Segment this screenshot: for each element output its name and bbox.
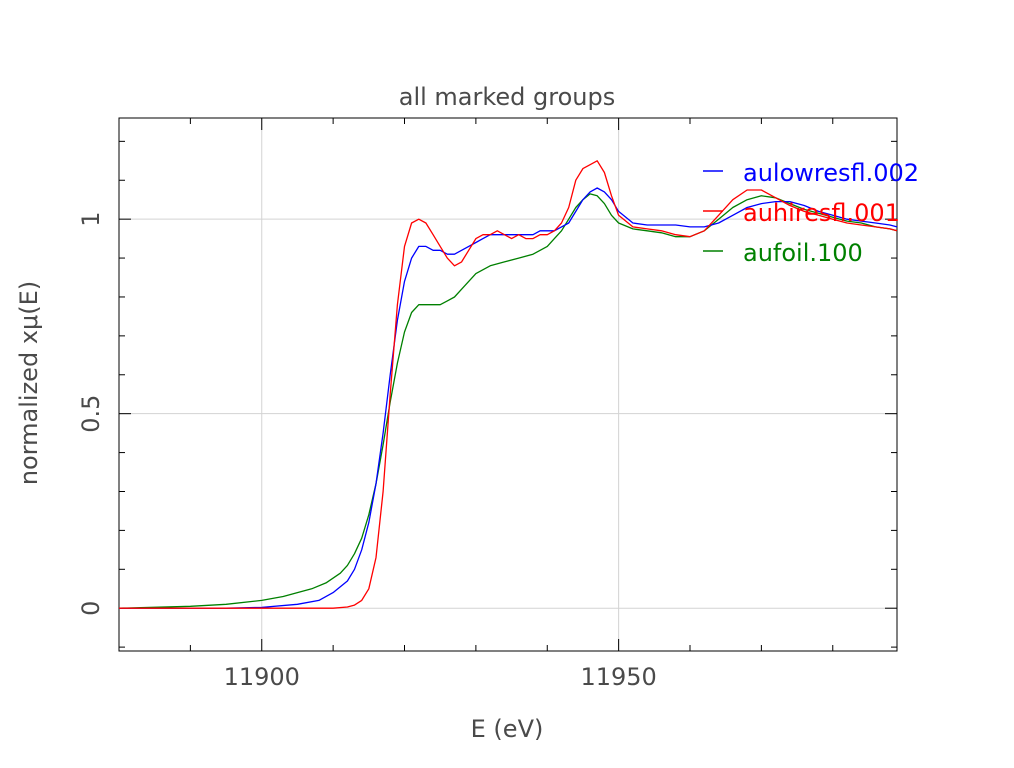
y-tick-label: 0 [77, 601, 105, 616]
y-tick-label: 0.5 [77, 395, 105, 433]
plot-area-border [118, 117, 898, 652]
plot-frame [118, 117, 898, 652]
x-tick-label: 11950 [580, 663, 656, 691]
y-tick-label: 1 [77, 212, 105, 227]
series-line-aulowresfl-002 [119, 187, 898, 609]
series-line-auhiresfl-001 [119, 160, 898, 609]
legend-label: auhiresfl.001 [743, 199, 900, 227]
series-group [118, 160, 898, 609]
x-axis-label: E (eV) [471, 715, 544, 743]
legend-label: aulowresfl.002 [743, 159, 919, 187]
series-line-aufoil-100 [118, 193, 898, 609]
chart-title: all marked groups [399, 83, 616, 111]
y-axis-label: normalized xμ(E) [15, 281, 43, 485]
axis-ticks: 11900 11950 0 0.5 1 [77, 118, 897, 691]
x-tick-label: 11900 [224, 663, 300, 691]
legend-label: aufoil.100 [743, 239, 863, 267]
legend: aulowresfl.002 auhiresfl.001 aufoil.100 [703, 159, 919, 267]
